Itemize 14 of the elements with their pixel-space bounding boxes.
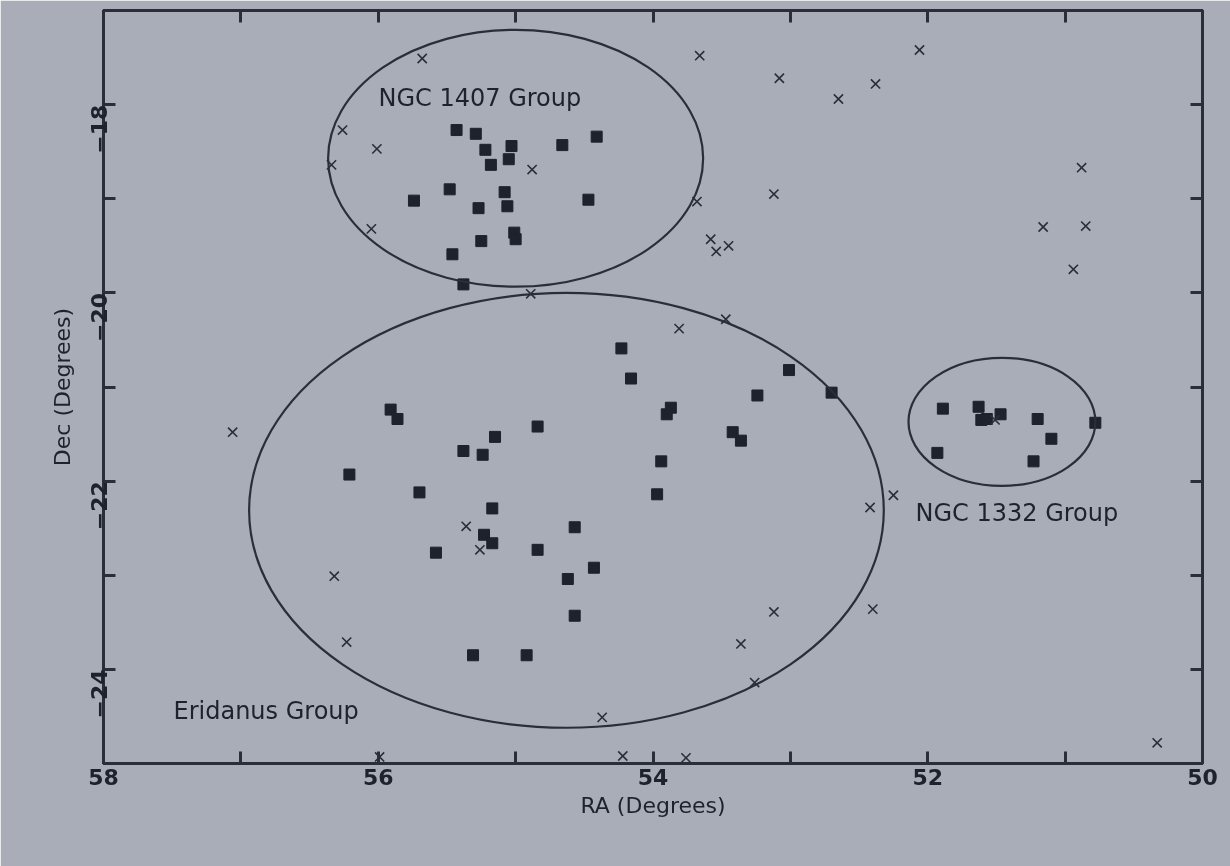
y-tick-label: −24	[86, 669, 112, 719]
x-tick-label: 54	[637, 764, 669, 790]
annotation: NGC 1332 Group	[915, 498, 1119, 527]
x-tick-label: 58	[88, 764, 119, 790]
y-axis-title: Dec (Degrees)	[49, 307, 75, 467]
y-tick-label: −18	[86, 104, 112, 154]
y-tick-label: −20	[86, 292, 112, 342]
x-tick-label: 52	[912, 764, 944, 790]
x-tick-label: 50	[1187, 764, 1218, 790]
x-axis-title: RA (Degrees)	[580, 792, 726, 818]
y-tick-label: −22	[86, 481, 112, 531]
annotation: Eridanus Group	[173, 696, 359, 725]
x-tick-label: 56	[362, 764, 394, 790]
annotation: NGC 1407 Group	[378, 83, 582, 112]
